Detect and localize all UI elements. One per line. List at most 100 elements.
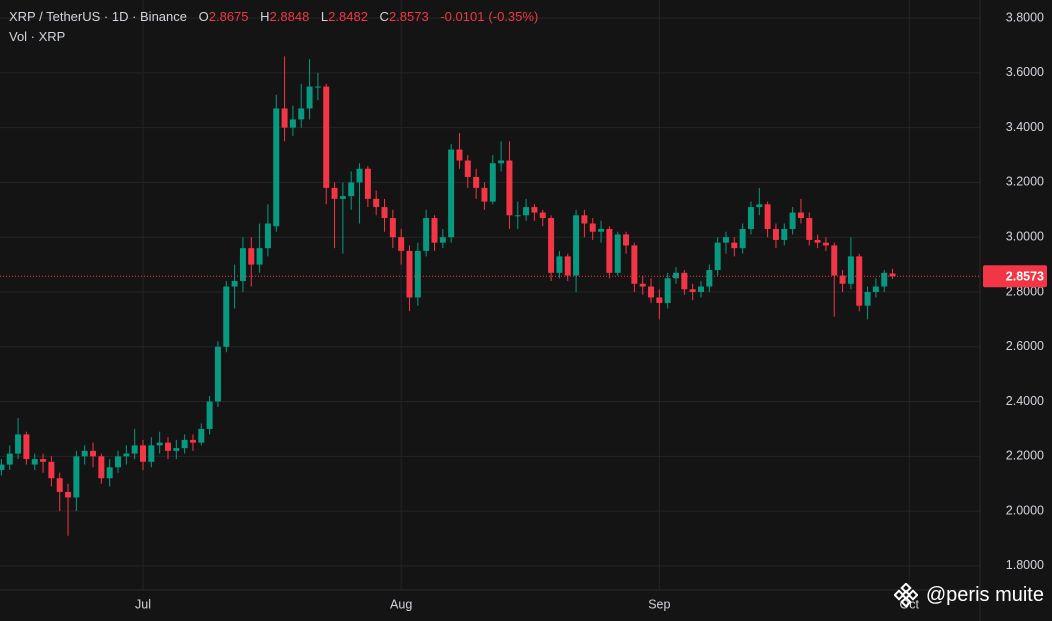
candle-body bbox=[648, 286, 655, 298]
candle-body bbox=[173, 448, 180, 451]
candle-body bbox=[323, 86, 330, 188]
y-tick-label: 1.8000 bbox=[1006, 558, 1044, 572]
candle-body bbox=[623, 234, 630, 246]
candle-body bbox=[331, 187, 338, 199]
candle-body bbox=[123, 453, 130, 457]
y-tick-label: 2.6000 bbox=[1006, 339, 1044, 353]
candle-body bbox=[431, 218, 438, 243]
open-prefix: O bbox=[198, 9, 209, 24]
candle-body bbox=[156, 442, 163, 446]
high-value: 2.8848 bbox=[269, 9, 310, 24]
candle-body bbox=[373, 198, 380, 208]
volume-legend: Vol · XRP bbox=[9, 29, 66, 44]
candle-body bbox=[356, 168, 363, 183]
candle-body bbox=[273, 108, 280, 227]
candle-body bbox=[248, 248, 255, 265]
candle-body bbox=[822, 242, 829, 246]
candle-body bbox=[348, 182, 355, 197]
candle-body bbox=[739, 228, 746, 249]
candle-body bbox=[831, 245, 838, 276]
candle-body bbox=[281, 108, 288, 128]
watermark-logo bbox=[893, 583, 918, 607]
candle-body bbox=[314, 86, 321, 88]
candle-body bbox=[0, 464, 5, 471]
candle-body bbox=[498, 160, 505, 164]
candle-body bbox=[556, 256, 563, 273]
candle-body bbox=[473, 176, 480, 188]
candle-body bbox=[681, 272, 688, 290]
candle-body bbox=[656, 297, 663, 303]
candle-body bbox=[756, 204, 763, 208]
y-tick-label: 2.8000 bbox=[1006, 284, 1044, 298]
candle-body bbox=[564, 256, 571, 276]
candle-body bbox=[115, 456, 122, 468]
y-tick-label: 3.0000 bbox=[1006, 230, 1044, 244]
candle-body bbox=[573, 215, 580, 276]
candle-body bbox=[523, 207, 530, 216]
candle-body bbox=[606, 228, 613, 273]
candle-body bbox=[339, 196, 346, 199]
candle-body bbox=[806, 218, 813, 240]
x-tick-label: Sep bbox=[648, 597, 670, 611]
candle-body bbox=[264, 223, 271, 249]
candle-body bbox=[764, 204, 771, 229]
candle-body bbox=[81, 450, 88, 457]
low-value: 2.8482 bbox=[328, 9, 368, 24]
candle-body bbox=[631, 245, 638, 284]
candle-body bbox=[448, 149, 455, 238]
candle-body bbox=[256, 248, 263, 265]
candle-body bbox=[439, 237, 446, 243]
candle-body bbox=[889, 273, 896, 277]
candle-body bbox=[689, 289, 696, 292]
symbol-title: XRP / TetherUS · 1D · Binance bbox=[9, 9, 187, 24]
candle-body bbox=[664, 278, 671, 303]
candle-body bbox=[864, 291, 871, 306]
candle-body bbox=[464, 160, 471, 177]
candle-body bbox=[639, 283, 646, 287]
candle-body bbox=[781, 228, 788, 240]
y-tick-label: 3.4000 bbox=[1006, 120, 1044, 134]
candle-body bbox=[872, 286, 879, 292]
candle-body bbox=[772, 228, 779, 240]
candle-body bbox=[6, 453, 13, 465]
candle-body bbox=[90, 450, 97, 457]
candle-body bbox=[106, 467, 113, 479]
candle-body bbox=[531, 207, 538, 213]
candle-body bbox=[839, 275, 846, 284]
change-percent: (-0.35%) bbox=[488, 9, 539, 24]
candle-body bbox=[223, 286, 230, 347]
candle-body bbox=[506, 160, 513, 216]
candle-body bbox=[56, 478, 63, 492]
candle-body bbox=[797, 212, 804, 219]
candle-body bbox=[589, 223, 596, 232]
candle-body bbox=[847, 256, 854, 284]
watermark-text: @peris muite bbox=[925, 583, 1044, 606]
candle-body bbox=[706, 270, 713, 287]
candle-body bbox=[139, 445, 146, 462]
candle-body bbox=[98, 456, 105, 479]
candle-body bbox=[189, 439, 196, 443]
high-prefix: H bbox=[260, 9, 270, 24]
candle-body bbox=[73, 456, 80, 498]
candle-body bbox=[406, 250, 413, 298]
candle-body bbox=[697, 286, 704, 292]
candle-body bbox=[306, 86, 313, 109]
candle-body bbox=[148, 445, 155, 462]
candle-body bbox=[731, 242, 738, 249]
y-tick-label: 3.2000 bbox=[1006, 175, 1044, 189]
candle-body bbox=[381, 207, 388, 219]
candle-body bbox=[214, 346, 221, 402]
candle-body bbox=[65, 491, 72, 498]
close-value: 2.8573 bbox=[388, 9, 429, 24]
candle-body bbox=[539, 212, 546, 219]
candle-body bbox=[198, 428, 205, 443]
candle-body bbox=[31, 459, 38, 465]
candle-body bbox=[489, 163, 496, 202]
candle-body bbox=[231, 281, 238, 287]
candle-body bbox=[714, 242, 721, 271]
candle-body bbox=[48, 461, 55, 479]
candle-body bbox=[548, 218, 555, 273]
candle-body bbox=[206, 401, 213, 429]
